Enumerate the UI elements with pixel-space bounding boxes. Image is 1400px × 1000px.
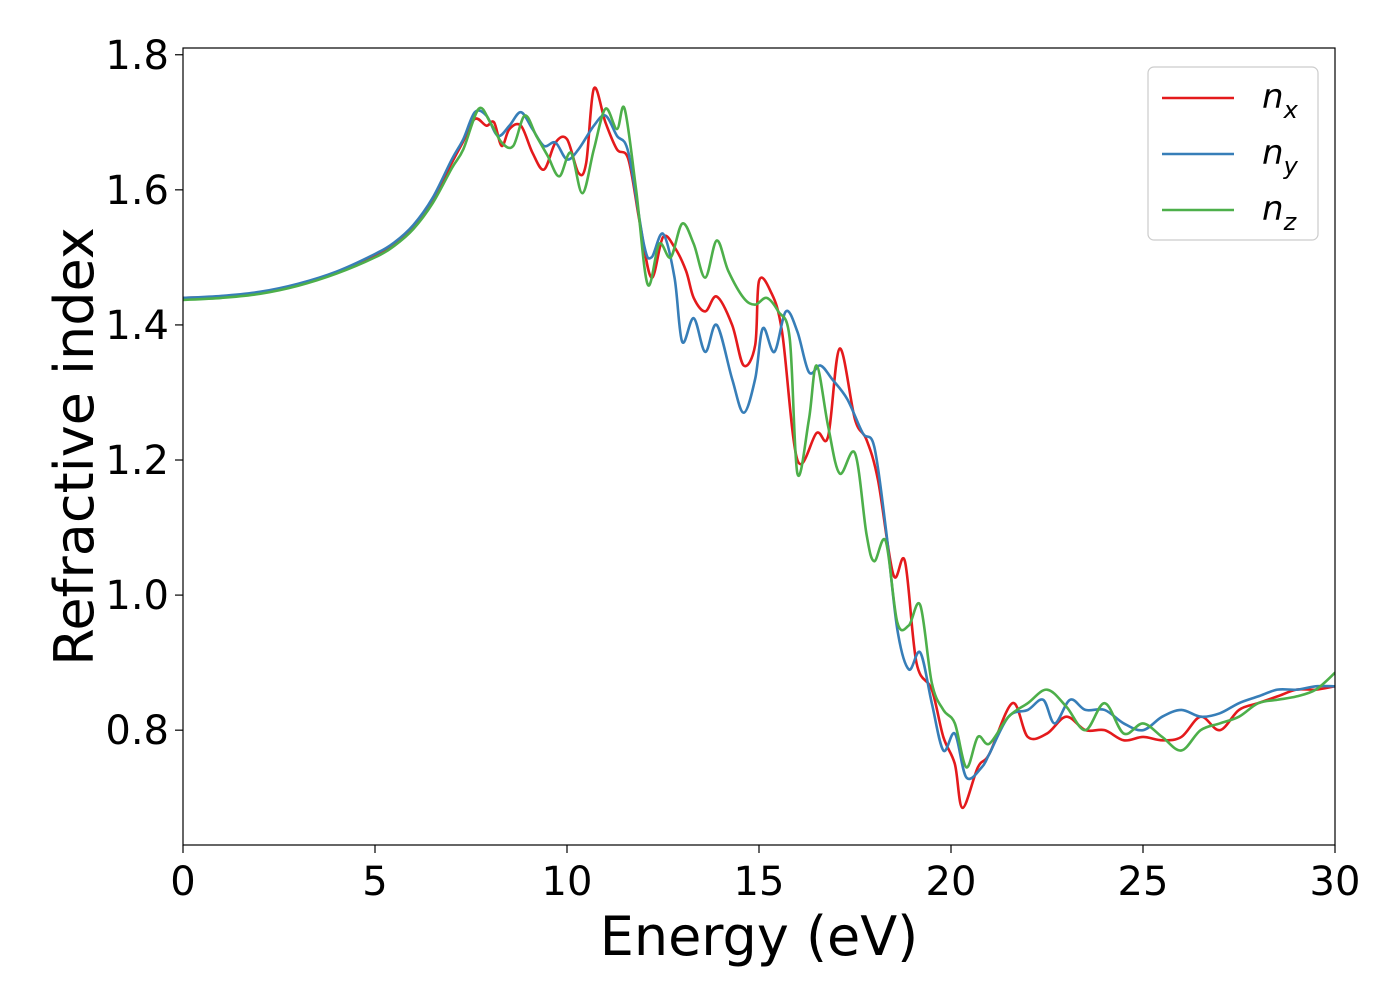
x-axis-title: Energy (eV) bbox=[600, 905, 919, 968]
legend: nx ny nz bbox=[1147, 66, 1319, 241]
series-layer bbox=[183, 86, 1335, 810]
legend-label-y: ny bbox=[1262, 133, 1299, 180]
x-tick-label: 5 bbox=[362, 859, 387, 905]
x-tick-label: 15 bbox=[734, 859, 785, 905]
y-tick-label: 1.4 bbox=[105, 303, 169, 349]
legend-label-x: nx bbox=[1262, 77, 1299, 124]
x-tick-label: 20 bbox=[926, 859, 977, 905]
x-tick-label: 30 bbox=[1310, 859, 1361, 905]
y-tick-label: 1.2 bbox=[105, 438, 169, 484]
x-tick-label: 25 bbox=[1118, 859, 1169, 905]
x-tick-label: 0 bbox=[170, 859, 195, 905]
y-tick-label: 1.8 bbox=[105, 33, 169, 79]
y-tick-label: 1.6 bbox=[105, 168, 169, 214]
x-tick-label: 10 bbox=[542, 859, 593, 905]
x-axis-ticks: 0 5 10 15 20 25 30 bbox=[170, 845, 1360, 905]
series-line-z bbox=[183, 105, 1335, 769]
y-tick-label: 1.0 bbox=[105, 573, 169, 619]
y-axis-ticks: 0.8 1.0 1.2 1.4 1.6 1.8 bbox=[105, 33, 183, 754]
legend-label-z: nz bbox=[1262, 189, 1298, 236]
y-axis-title: Refractive index bbox=[43, 227, 106, 666]
y-tick-label: 0.8 bbox=[105, 708, 169, 754]
